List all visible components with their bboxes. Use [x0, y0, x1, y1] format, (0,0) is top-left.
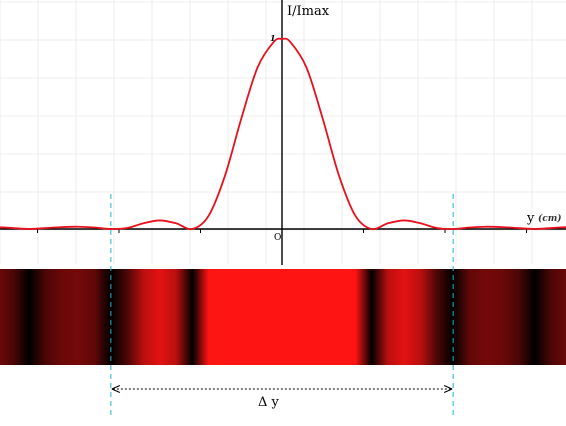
y-axis-label: I/Imax: [287, 4, 330, 19]
x-axis-label: y: [526, 211, 535, 226]
origin-label: O: [274, 233, 281, 243]
fringe-band: [0, 269, 566, 365]
delta-y-label: Δ y: [258, 395, 280, 410]
curve-layer: [0, 39, 566, 230]
y-tick-label-1: 1: [270, 33, 276, 43]
x-axis-unit: (cm): [538, 213, 562, 224]
fringe-pattern: [0, 269, 566, 365]
intensity-curve: [0, 39, 566, 230]
